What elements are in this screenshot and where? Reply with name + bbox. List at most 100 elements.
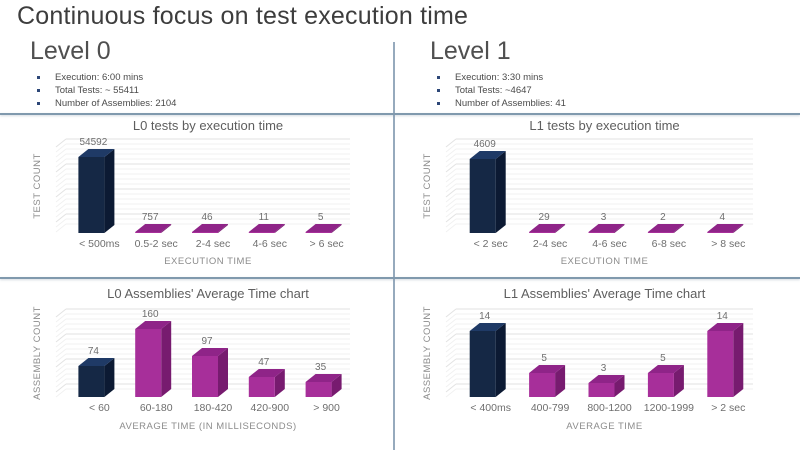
value-label: 3	[601, 212, 607, 223]
sidewall-hatch-line	[55, 373, 67, 383]
sidewall-hatch-line	[445, 188, 457, 198]
sidewall-hatch-line	[55, 143, 67, 153]
bar-top-face	[305, 224, 342, 232]
category-label: > 2 sec	[711, 402, 745, 414]
category-label: 2-4 sec	[196, 238, 230, 250]
sidewall-hatch-line	[445, 168, 457, 178]
bar-front-face	[192, 232, 218, 233]
category-label: 420-900	[251, 402, 290, 414]
category-label: < 60	[89, 402, 110, 414]
sidewall-hatch-line	[445, 388, 457, 398]
bar-top-face	[707, 224, 744, 232]
sidewall-hatch-line	[445, 323, 457, 333]
sidewall-hatch-line	[55, 198, 67, 208]
horizontal-divider-middle	[0, 277, 800, 279]
bar-side-face	[673, 365, 684, 397]
sidewall-hatch-line	[445, 203, 457, 213]
bullet-square-icon	[37, 102, 40, 105]
bar-side-face	[218, 224, 228, 233]
list-item: Execution: 6:00 mins	[30, 71, 390, 84]
value-label: 29	[539, 212, 551, 223]
category-label: 6-8 sec	[652, 238, 686, 250]
bar-side-face	[495, 151, 506, 233]
bar-side-face	[218, 348, 228, 397]
sidewall-hatch-line	[445, 358, 457, 368]
section-level-0: Level 0 Execution: 6:00 mins Total Tests…	[30, 37, 390, 110]
bar-front-face	[305, 382, 332, 397]
sidewall-hatch-line	[445, 143, 457, 153]
value-label: 3	[601, 363, 607, 374]
category-label: 4-6 sec	[592, 238, 626, 250]
sidewall-hatch-line	[55, 183, 67, 193]
bar-front-face	[588, 232, 615, 233]
category-label: > 900	[313, 402, 340, 414]
list-item: Number of Assemblies: 41	[430, 97, 790, 110]
y-axis-title: TEST COUNT	[422, 153, 433, 219]
list-item: Number of Assemblies: 2104	[30, 97, 390, 110]
sidewall-hatch-line	[55, 348, 67, 358]
bullet-text: Total Tests: ~ 55411	[55, 85, 139, 96]
sidewall-hatch-line	[445, 158, 457, 168]
l1-assemblies-chart-svg: 14 < 400ms 5 400-799 3 800-1200 5 1200-1999 14 > …	[422, 286, 753, 432]
bar-side-face	[733, 323, 744, 397]
bar-top-face	[248, 224, 285, 232]
value-label: 11	[259, 212, 270, 223]
bullet-text: Total Tests: ~4647	[455, 85, 532, 96]
sidewall-hatch-line	[55, 178, 67, 188]
chart-l1-tests-by-execution-time: 4609 < 2 sec 29 2-4 sec 3 4-6 sec 2 6-8 sec 4 > 8…	[408, 117, 788, 282]
sidewall-hatch-line	[55, 378, 67, 388]
list-item: Total Tests: ~4647	[430, 84, 790, 97]
sidewall-hatch-line	[55, 358, 67, 368]
sidewall-hatch-line	[445, 213, 457, 223]
y-axis-title: ASSEMBLY COUNT	[32, 306, 43, 400]
l1-tests-chart-svg: 4609 < 2 sec 29 2-4 sec 3 4-6 sec 2 6-8 sec 4 > 8…	[422, 118, 753, 267]
value-label: 4609	[474, 139, 497, 150]
bar-top-face	[78, 149, 115, 157]
chart-title: L1 Assemblies' Average Time chart	[504, 286, 706, 301]
x-axis-title: EXECUTION TIME	[561, 256, 649, 267]
sidewall-hatch-line	[445, 348, 457, 358]
bar-front-face	[529, 373, 556, 397]
bullet-square-icon	[37, 89, 40, 92]
bar-front-face	[135, 232, 162, 233]
level-0-heading: Level 0	[30, 37, 111, 65]
bar-side-face	[161, 321, 172, 397]
sidewall-hatch-line	[445, 208, 457, 218]
x-axis-title: EXECUTION TIME	[164, 256, 252, 267]
sidewall-hatch-line	[55, 158, 67, 168]
sidewall-hatch-line	[445, 183, 457, 193]
x-axis-title: AVERAGE TIME (IN MILLISECONDS)	[119, 421, 296, 432]
sidewall-hatch-line	[445, 333, 457, 343]
bar-side-face	[614, 375, 625, 397]
bar-side-face	[331, 224, 342, 233]
category-label: > 8 sec	[711, 238, 745, 250]
bar-top-face	[192, 224, 228, 232]
chart-l1-assemblies-average-time: 14 < 400ms 5 400-799 3 800-1200 5 1200-1999 14 > …	[408, 285, 788, 450]
bar-top-face	[529, 365, 566, 373]
bar-side-face	[104, 358, 115, 397]
sidewall-hatch-line	[55, 383, 67, 393]
sidewall-hatch-line	[55, 148, 67, 158]
category-label: < 400ms	[470, 402, 511, 414]
bar-top-face	[469, 323, 506, 331]
category-label: > 6 sec	[310, 238, 344, 250]
sidewall-hatch-line	[55, 193, 67, 203]
bar-front-face	[78, 366, 105, 397]
sidewall-hatch-line	[55, 368, 67, 378]
sidewall-hatch-line	[55, 363, 67, 373]
bar-side-face	[555, 224, 566, 233]
category-label: < 2 sec	[474, 238, 508, 250]
l0-assemblies-chart-svg: 74 < 60 160 60-180 97 180-420 47 420-900 35 > 900…	[32, 286, 350, 432]
slide-title: Continuous focus on test execution time	[17, 2, 469, 30]
sidewall-hatch-line	[55, 313, 67, 323]
category-label: 60-180	[140, 402, 173, 414]
sidewall-hatch-line	[55, 223, 67, 233]
value-label: 47	[258, 357, 270, 368]
bar-front-face	[647, 232, 674, 233]
bar-top-face	[647, 224, 684, 232]
bar-front-face	[529, 232, 556, 233]
sidewall-hatch-line	[55, 208, 67, 218]
bar-side-face	[614, 224, 625, 233]
sidewall-hatch-line	[55, 318, 67, 328]
category-label: 1200-1999	[644, 402, 694, 414]
